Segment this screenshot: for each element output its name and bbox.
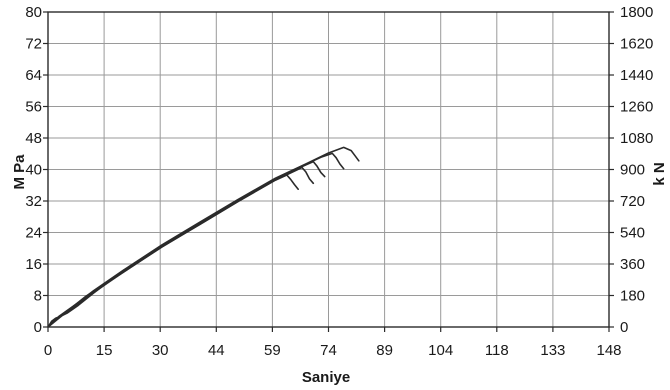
data-series xyxy=(47,146,360,328)
grid-lines xyxy=(48,12,609,327)
y-right-tick-label: 1800 xyxy=(620,4,653,21)
y-left-tick-label: 16 xyxy=(25,256,42,273)
y-right-tick-label: 0 xyxy=(620,319,628,336)
y-left-tick-label: 24 xyxy=(25,225,42,242)
y-left-tick-label: 80 xyxy=(25,4,42,21)
x-tick-label: 44 xyxy=(208,342,225,359)
y-left-tick-label: 0 xyxy=(34,319,42,336)
x-tick-label: 30 xyxy=(152,342,169,359)
x-tick-label: 59 xyxy=(264,342,281,359)
y-right-tick-label: 1260 xyxy=(620,99,653,116)
x-tick-label: 104 xyxy=(428,342,453,359)
y-right-tick-label: 1080 xyxy=(620,130,653,147)
y-right-tick-label: 360 xyxy=(620,256,645,273)
y-left-tick-label: 40 xyxy=(25,162,42,179)
y-left-tick-label: 8 xyxy=(34,288,42,305)
x-tick-label: 0 xyxy=(44,342,52,359)
y-right-tick-label: 720 xyxy=(620,193,645,210)
y-right-tick-label: 1440 xyxy=(620,67,653,84)
x-axis-title: Saniye xyxy=(302,369,350,386)
x-tick-label: 15 xyxy=(96,342,113,359)
x-tick-label: 148 xyxy=(596,342,621,359)
x-axis-ticks: 0 15 30 44 59 74 89 104 118 133 148 xyxy=(44,327,622,359)
y-left-tick-label: 48 xyxy=(25,130,42,147)
y-axis-right-title: k N xyxy=(651,162,668,185)
y-axis-left-ticks: 0 8 16 24 32 40 48 56 64 72 80 xyxy=(25,4,48,336)
y-left-tick-label: 64 xyxy=(25,67,42,84)
series-line-5 xyxy=(47,146,360,328)
x-tick-label: 74 xyxy=(320,342,337,359)
y-left-tick-label: 72 xyxy=(25,36,42,53)
x-tick-label: 133 xyxy=(540,342,565,359)
y-right-tick-label: 1620 xyxy=(620,36,653,53)
y-axis-left-title: M Pa xyxy=(11,154,28,190)
y-left-tick-label: 32 xyxy=(25,193,42,210)
y-right-tick-label: 540 xyxy=(620,225,645,242)
y-right-tick-label: 900 xyxy=(620,162,645,179)
y-right-tick-label: 180 xyxy=(620,288,645,305)
y-left-tick-label: 56 xyxy=(25,99,42,116)
x-tick-label: 89 xyxy=(376,342,393,359)
y-axis-right-ticks: 0 180 360 540 720 900 1080 1260 1440 1620 1800 xyxy=(609,4,653,336)
x-tick-label: 118 xyxy=(485,342,509,359)
